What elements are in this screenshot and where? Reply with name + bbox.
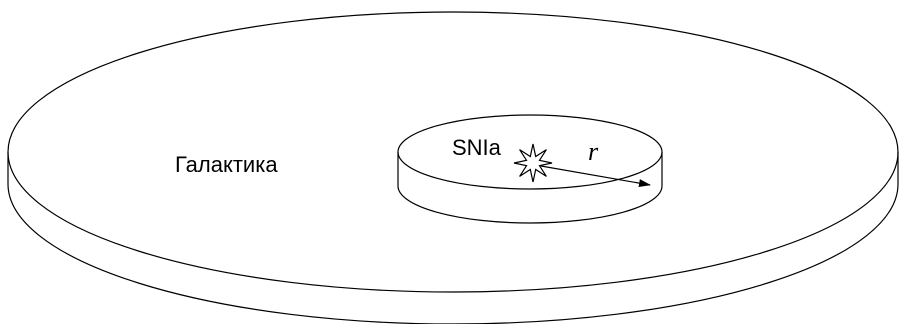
galaxy-label: Галактика (175, 152, 278, 177)
radius-label: r (588, 137, 599, 166)
page: {"labels": {"galaxy": "Галактика", "supe… (0, 0, 907, 324)
galaxy-disk (8, 12, 898, 324)
galaxy-disk-side (8, 152, 898, 324)
supernova-label: SNIa (452, 135, 502, 160)
supernova-star (514, 144, 552, 182)
local-disk-side (398, 152, 662, 223)
diagram: Галактика SNIa r (0, 0, 907, 324)
local-disk-top (398, 115, 662, 189)
